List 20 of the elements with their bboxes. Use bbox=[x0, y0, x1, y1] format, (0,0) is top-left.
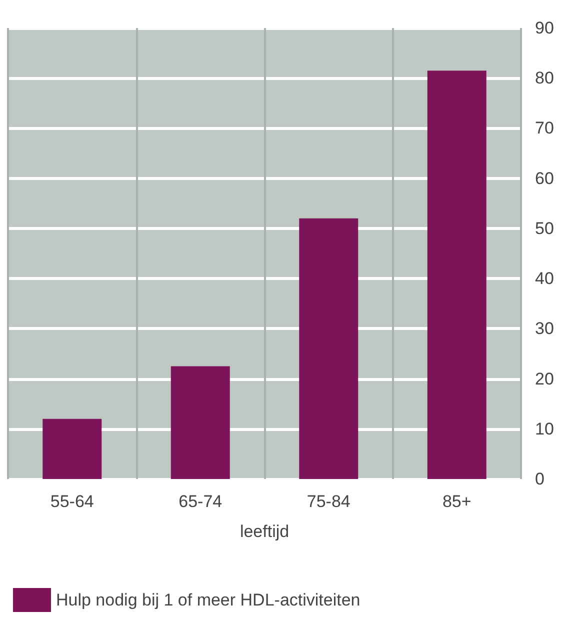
x-axis-title: leeftijd bbox=[240, 522, 290, 541]
x-tick-label: 75-84 bbox=[306, 492, 350, 511]
y-tick-label: 40 bbox=[535, 269, 554, 288]
y-tick-label: 10 bbox=[535, 419, 554, 438]
y-tick-label: 60 bbox=[535, 168, 554, 188]
y-tick-label: 90 bbox=[535, 18, 554, 38]
x-tick-label: 85+ bbox=[442, 492, 472, 511]
y-tick-label: 80 bbox=[535, 68, 554, 88]
y-tick-label: 50 bbox=[535, 218, 554, 238]
legend-label: Hulp nodig bij 1 of meer HDL-activiteiten bbox=[56, 590, 360, 610]
y-tick-label: 0 bbox=[535, 470, 544, 488]
bar bbox=[299, 218, 358, 479]
bar bbox=[427, 70, 486, 479]
x-tick-label: 55-64 bbox=[50, 492, 94, 511]
y-tick-label: 70 bbox=[535, 118, 554, 138]
bar bbox=[42, 418, 102, 479]
y-tick-label: 20 bbox=[535, 369, 554, 388]
x-tick-label: 65-74 bbox=[178, 492, 222, 511]
bar bbox=[170, 366, 230, 479]
y-tick-label: 30 bbox=[535, 319, 554, 338]
